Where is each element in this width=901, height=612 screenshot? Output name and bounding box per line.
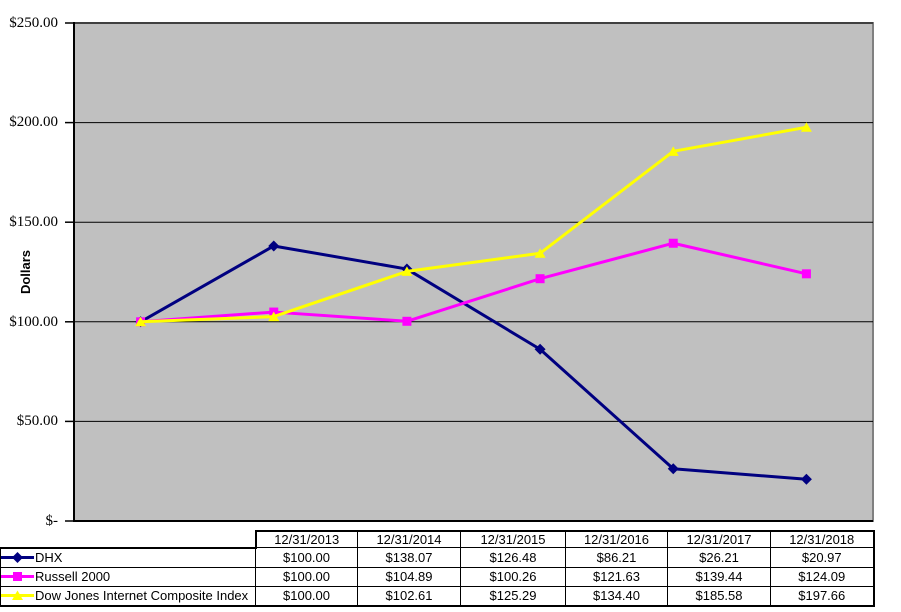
value-cell: $139.44 — [667, 566, 771, 587]
russell-legend-marker-icon — [1, 572, 34, 581]
date-header-cell: 12/31/2016 — [565, 530, 668, 548]
value-cell: $197.66 — [770, 585, 875, 607]
value-cell: $102.61 — [357, 585, 461, 607]
data-point-marker — [800, 473, 812, 485]
data-point-marker — [268, 311, 280, 322]
series-2 — [135, 122, 812, 327]
y-tick-label: $150.00 — [9, 214, 58, 230]
table-row-dow-jones-internet: Dow Jones Internet Composite Index $100.… — [0, 585, 875, 607]
data-point-marker — [667, 146, 679, 156]
table-row-dhx: DHX $100.00 $138.07 $126.48 $86.21 $26.2… — [0, 546, 875, 568]
y-tick-label: $100.00 — [9, 314, 58, 330]
y-tick-label: $- — [45, 513, 59, 529]
value-cell: $121.63 — [565, 566, 668, 587]
value-cell: $100.00 — [255, 547, 358, 568]
table-corner-cell — [0, 531, 256, 548]
value-cell: $100.00 — [255, 585, 358, 607]
date-header-cell: 12/31/2018 — [770, 530, 875, 548]
y-tick-label: $50.00 — [16, 413, 58, 429]
data-point-marker — [268, 240, 280, 252]
data-table: 12/31/2013 12/31/2014 12/31/2015 12/31/2… — [0, 530, 875, 607]
series-line — [139, 244, 807, 481]
data-point-marker — [402, 316, 412, 326]
date-header-cell: 12/31/2013 — [254, 530, 358, 548]
data-point-marker — [135, 316, 147, 327]
legend-marker — [13, 572, 22, 581]
value-cell: $138.07 — [357, 547, 461, 568]
performance-line-chart — [65, 22, 874, 522]
value-cell: $26.21 — [667, 547, 771, 568]
value-cell: $126.48 — [460, 547, 566, 568]
value-cell: $104.89 — [357, 566, 461, 587]
data-point-marker — [535, 274, 545, 284]
value-cell: $124.09 — [770, 566, 875, 587]
dow-jones-legend-marker-icon — [1, 590, 34, 600]
series-line — [140, 125, 807, 324]
data-point-marker — [667, 463, 679, 475]
y-tick-label: $250.00 — [9, 15, 58, 31]
date-header-cell: 12/31/2017 — [667, 530, 771, 548]
legend-marker — [12, 590, 23, 600]
table-header-row: 12/31/2013 12/31/2014 12/31/2015 12/31/2… — [0, 530, 875, 548]
value-cell: $125.29 — [460, 585, 566, 607]
date-header-cell: 12/31/2015 — [460, 530, 566, 548]
data-point-marker — [668, 238, 678, 248]
data-point-marker — [534, 343, 546, 355]
value-cell: $20.97 — [770, 547, 875, 568]
data-point-marker — [801, 269, 811, 279]
series-name: Russell 2000 — [35, 569, 111, 584]
table-row-russell-2000: Russell 2000 $100.00 $104.89 $100.26 $12… — [0, 566, 875, 587]
date-header-cell: 12/31/2014 — [357, 530, 461, 548]
y-axis-title: Dollars — [18, 249, 33, 295]
dhx-legend-marker-icon — [1, 552, 34, 563]
value-cell: $100.00 — [255, 566, 358, 587]
y-tick-label: $200.00 — [9, 114, 58, 130]
series-name: Dow Jones Internet Composite Index — [35, 588, 249, 603]
data-point-marker — [401, 266, 413, 276]
value-cell: $86.21 — [565, 547, 668, 568]
data-point-marker — [534, 248, 546, 258]
value-cell: $134.40 — [565, 585, 668, 607]
series-label-cell: DHX — [0, 546, 256, 568]
series-label-cell: Russell 2000 — [0, 566, 256, 587]
value-cell: $185.58 — [667, 585, 771, 607]
data-point-marker — [800, 122, 812, 132]
legend-marker — [12, 552, 23, 563]
series-label-cell: Dow Jones Internet Composite Index — [0, 585, 256, 607]
series-line — [140, 241, 807, 324]
plot-area — [73, 22, 874, 522]
series-name: DHX — [35, 550, 63, 565]
value-cell: $100.26 — [460, 566, 566, 587]
